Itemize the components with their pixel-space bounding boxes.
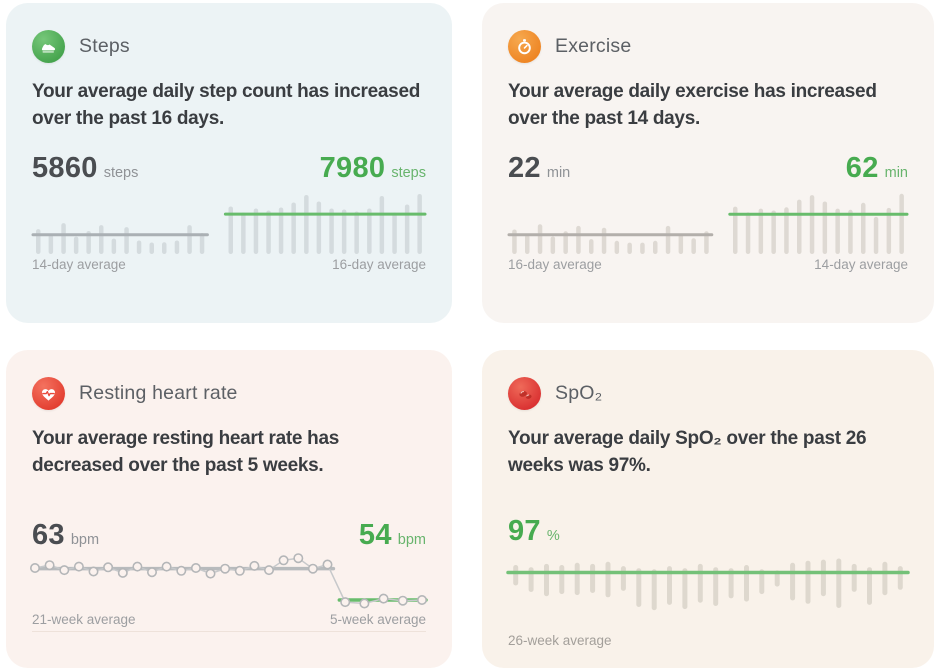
steps-left-period-label: 14-day average bbox=[32, 257, 126, 273]
card-exercise-header: Exercise bbox=[508, 29, 908, 63]
blood-cell-icon bbox=[508, 376, 541, 410]
card-hr-title: Resting heart rate bbox=[79, 381, 238, 404]
card-resting-heart-rate[interactable]: Resting heart rate Your average resting … bbox=[6, 350, 452, 668]
card-steps-description: Your average daily step count has increa… bbox=[32, 81, 421, 129]
steps-previous-average-value: 5860 bbox=[32, 152, 98, 185]
heart-rate-line-chart bbox=[30, 553, 428, 609]
spo2-range-chart bbox=[506, 551, 910, 621]
hr-previous-average-unit: bpm bbox=[70, 532, 100, 549]
exercise-previous-average-value: 22 bbox=[508, 152, 541, 185]
heart-pulse-icon bbox=[32, 376, 65, 410]
steps-current-average-value: 7980 bbox=[319, 152, 386, 185]
hr-left-period-label: 21-week average bbox=[32, 612, 136, 628]
card-hr-stats: 63 bpm 54 bpm bbox=[32, 519, 426, 553]
exercise-current-average-value: 62 bbox=[845, 152, 879, 185]
shoe-icon bbox=[32, 29, 65, 63]
hr-current-average-stat: 54 bpm bbox=[359, 519, 426, 552]
card-exercise[interactable]: Exercise Your average daily exercise has… bbox=[482, 3, 934, 323]
exercise-previous-average-unit: min bbox=[546, 165, 571, 182]
hr-current-average-value: 54 bbox=[358, 519, 392, 552]
hr-right-period-label: 5-week average bbox=[329, 612, 426, 628]
card-spo2-description: Your average daily SpO₂ over the past 26… bbox=[508, 428, 867, 476]
card-hr-description: Your average resting heart rate has decr… bbox=[32, 428, 339, 476]
stopwatch-icon bbox=[508, 29, 541, 63]
spo2-chart-labels: 26-week average bbox=[508, 633, 908, 648]
spo2-period-label: 26-week average bbox=[508, 633, 612, 649]
exercise-right-period-label: 14-day average bbox=[814, 257, 908, 273]
card-divider bbox=[32, 631, 426, 632]
card-spo2-header: SpO₂ bbox=[508, 376, 908, 410]
steps-previous-average-unit: steps bbox=[103, 165, 139, 182]
card-steps-stats: 5860 steps 7980 steps bbox=[32, 152, 426, 186]
card-exercise-title: Exercise bbox=[555, 34, 632, 57]
card-exercise-stats: 22 min 62 min bbox=[508, 152, 908, 186]
spo2-average-value: 97 bbox=[508, 515, 541, 548]
hr-current-average-unit: bpm bbox=[397, 532, 426, 549]
exercise-left-period-label: 16-day average bbox=[508, 257, 602, 273]
exercise-previous-average-stat: 22 min bbox=[508, 152, 570, 185]
steps-current-average-unit: steps bbox=[391, 165, 426, 182]
card-spo2[interactable]: SpO₂ Your average daily SpO₂ over the pa… bbox=[482, 350, 934, 668]
exercise-current-average-stat: 62 min bbox=[846, 152, 908, 185]
hr-chart-labels: 21-week average 5-week average bbox=[32, 612, 426, 627]
hr-previous-average-value: 63 bbox=[32, 519, 65, 552]
steps-previous-average-stat: 5860 steps bbox=[32, 152, 138, 185]
steps-bar-chart bbox=[31, 190, 427, 255]
spo2-average-stat: 97 % bbox=[508, 515, 560, 548]
card-exercise-description: Your average daily exercise has increase… bbox=[508, 81, 877, 129]
card-spo2-stats: 97 % bbox=[508, 515, 908, 549]
card-steps[interactable]: Steps Your average daily step count has … bbox=[6, 3, 452, 323]
steps-right-period-label: 16-day average bbox=[332, 257, 426, 273]
exercise-bar-chart bbox=[507, 190, 909, 255]
card-steps-header: Steps bbox=[32, 29, 426, 63]
exercise-chart-labels: 16-day average 14-day average bbox=[508, 257, 908, 272]
spo2-average-unit: % bbox=[546, 528, 560, 545]
steps-chart-labels: 14-day average 16-day average bbox=[32, 257, 426, 272]
card-steps-title: Steps bbox=[79, 34, 130, 57]
card-spo2-title: SpO₂ bbox=[555, 381, 603, 404]
exercise-current-average-unit: min bbox=[884, 165, 908, 182]
hr-previous-average-stat: 63 bpm bbox=[32, 519, 99, 552]
steps-current-average-stat: 7980 steps bbox=[320, 152, 426, 185]
card-hr-header: Resting heart rate bbox=[32, 376, 426, 410]
